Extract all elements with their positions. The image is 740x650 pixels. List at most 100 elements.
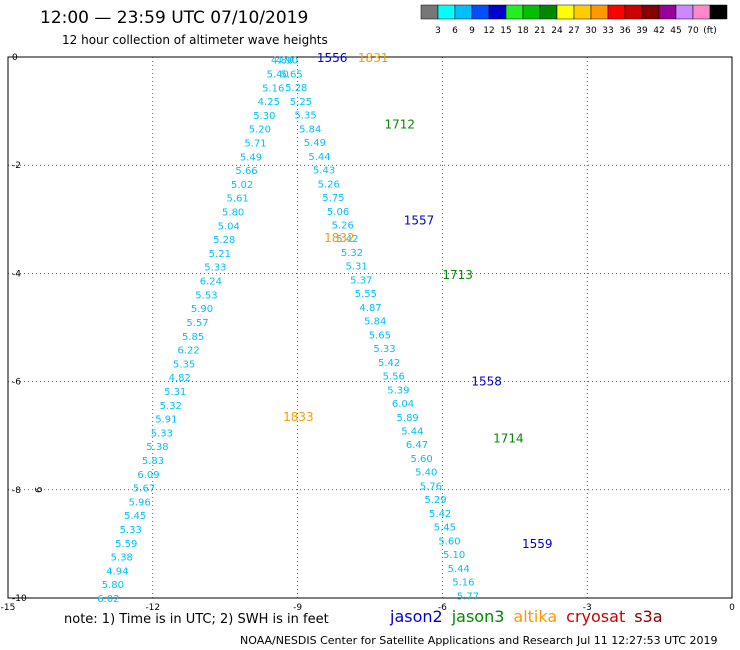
axis-tick-labels: -15 -12 -9 -6 -3 0 0 -2 -4 -6 -8 -10 [1,53,735,613]
swh-value-label: 5.20 [249,125,271,136]
swh-value-label: 5.38 [111,553,133,564]
swh-value-label: 6.47 [406,440,428,451]
swh-value-label: 5.06 [327,207,349,218]
swh-value-label: 5.65 [369,330,391,341]
legend-note: note: 1) Time is in UTC; 2) SWH is in fe… [64,612,329,627]
footer-timestamp: Jul 11 12:27:53 UTC 2019 [577,634,718,647]
swh-value-label: 5.76 [420,481,442,492]
lat-tick-label: -2 [12,161,21,171]
lon-tick-label: -9 [293,603,302,613]
color-scale-label: 18 [517,26,529,36]
swh-value-label: 5.49 [240,152,262,163]
swh-value-label: 5.83 [142,456,164,467]
swh-value-label: 5.40 [415,468,437,479]
swh-value-label: 5.80 [102,580,124,591]
swh-value-label: 5.04 [218,221,240,232]
pass-time-label: 1831 [358,51,389,65]
swh-value-label: 5.31 [164,387,186,398]
swh-value-label: 5.44 [401,426,423,437]
lat-tick-label: -8 [12,486,21,496]
lon-tick-label: -6 [438,603,447,613]
pass-time-label: 1559 [522,537,553,551]
lat-tick-label: 0 [12,53,18,63]
color-scale-legend: 3 6 9 12 15 18 21 24 27 30 33 36 39 42 45 70 (ft) [420,4,728,36]
swh-value-label: 5.32 [341,248,363,259]
color-scale-label: 70 [687,26,699,36]
swh-value-label: 4.25 [258,97,280,108]
swh-value-label: 5.21 [209,249,231,260]
color-scale-label: 30 [585,26,597,36]
pass-time-label: 1833 [283,410,314,424]
swh-value-label: 5.65 [281,69,303,80]
swh-value-label: 5.44 [308,152,330,163]
footer-credit: NOAA/NESDIS Center for Satellite Applica… [240,634,574,647]
color-scale-label: 39 [636,26,648,36]
swh-value-label: 5.84 [299,124,321,135]
swh-value-label: 5.43 [313,166,335,177]
lon-tick-label: -3 [583,603,592,613]
color-scale-label: 36 [619,26,631,36]
swh-value-label: 5.53 [195,290,217,301]
color-scale-label: 12 [483,26,494,36]
color-scale-label: 9 [469,26,475,36]
swh-value-label: 4.87 [359,303,381,314]
swh-value-label: 5.31 [345,262,367,273]
swh-value-label: 5.16 [452,578,474,589]
swh-value-label: 5.85 [182,332,204,343]
color-scale-label: 33 [602,26,613,36]
swh-value-label: 5.89 [397,413,419,424]
swh-value-label: 5.28 [285,83,307,94]
swh-value-label: 5.42 [378,358,400,369]
swh-value-label: 4.90 [276,56,298,67]
swh-value-label: 6.24 [200,277,222,288]
legend-jason2: jason2 [390,607,443,626]
swh-value-label: 6.04 [392,399,414,410]
swh-value-label: 5.42 [336,234,358,245]
color-swatch [709,4,728,20]
swh-value-label: 5.77 [457,591,479,602]
lon-tick-label: 0 [729,603,735,613]
legend-s3a: s3a [634,607,663,626]
swh-value-label: 6.09 [137,470,159,481]
pass-time-label: 1558 [471,375,502,389]
swh-value-label: 5.45 [124,511,146,522]
pass-time-label: 1714 [493,431,524,445]
swh-value-label: 6.22 [177,346,199,357]
legend-cryosat: cryosat [566,607,626,626]
swh-value-label: 5.32 [160,401,182,412]
map-grid [8,57,732,598]
swh-value-label: 5.26 [318,179,340,190]
swh-value-label: 5.45 [434,523,456,534]
swh-value-label: 6.02 [97,594,119,605]
color-scale-label: 42 [653,26,664,36]
swh-value-label: 5.25 [290,97,312,108]
swh-value-label: 5.75 [322,193,344,204]
swh-value-label: 5.60 [438,536,460,547]
pass-time-label: 1556 [317,51,348,65]
color-scale-label: 27 [568,26,579,36]
satellite-legend: jason2 jason3 altika cryosat s3a [390,607,663,626]
pass-time-label: 1557 [404,213,435,227]
lon-tick-label: -15 [1,603,16,613]
color-scale-label: (ft) [703,26,717,36]
swh-value-label: 5.30 [253,111,275,122]
swh-value-label: 5.49 [304,138,326,149]
color-scale-label: 3 [435,26,441,36]
swh-value-label: 5.57 [186,318,208,329]
color-scale-label: 24 [551,26,563,36]
color-scale-label: 21 [534,26,545,36]
color-scale-label: 6 [452,26,458,36]
altimeter-map: -15 -12 -9 -6 -3 00-2-4-6-8-10 4.805.405.164.… [1,51,735,613]
swh-value-label: 5.35 [173,359,195,370]
swh-value-label: 5.33 [204,263,226,274]
map-frame [7,56,733,599]
pass-time-label: 1832 [324,231,355,245]
lon-tick-label: -12 [145,603,160,613]
swh-value-label: 5.02 [231,180,253,191]
lat-tick-label: -4 [12,269,21,279]
swh-value-label: 5.56 [383,372,405,383]
swh-value-label: 5.44 [448,564,470,575]
swh-value-label: 5.40 [267,70,289,81]
coast-marker: 6 [34,487,45,493]
